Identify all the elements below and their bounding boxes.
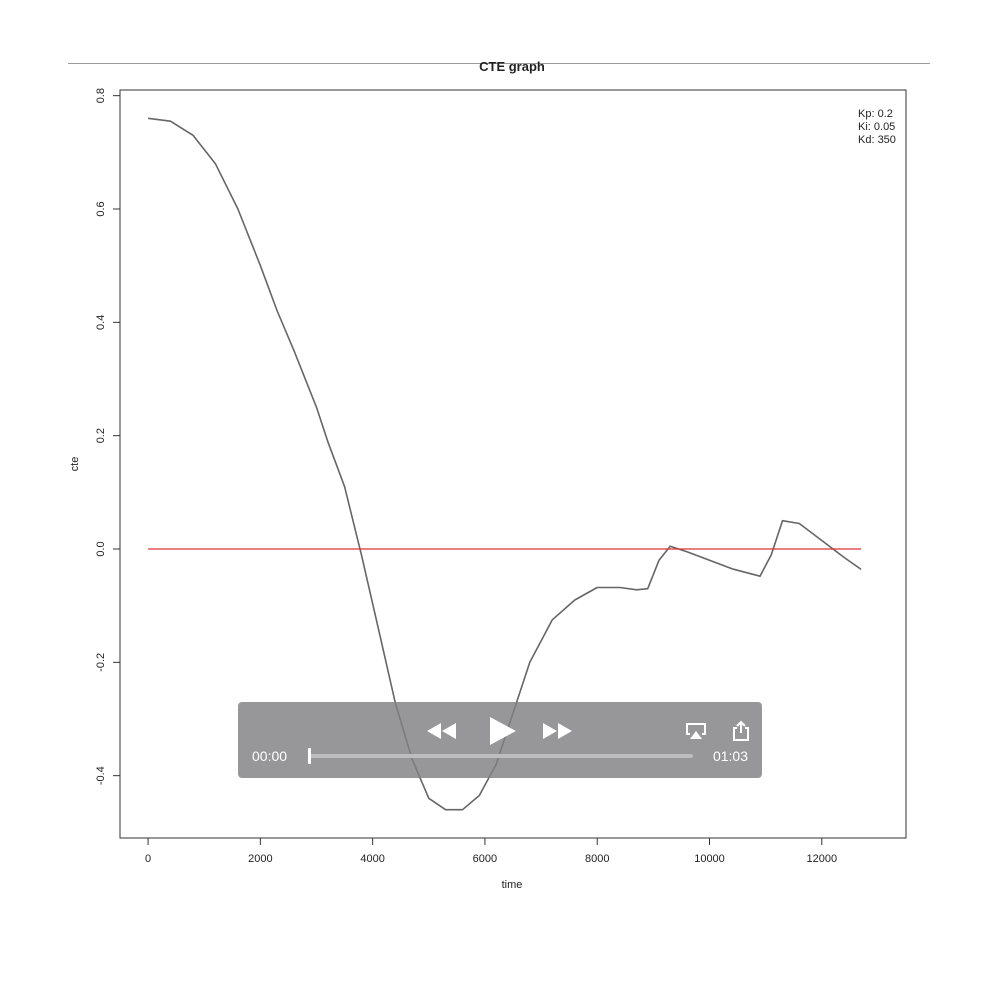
airplay-button[interactable] [685,722,707,740]
fast-forward-icon [543,723,572,739]
y-tick-label: 0.6 [95,201,107,216]
total-time: 01:03 [712,748,748,764]
share-icon [733,720,749,741]
top-divider [68,63,930,64]
y-tick-label: -0.4 [95,766,107,785]
x-tick-label: 6000 [473,853,497,865]
scrubber-handle[interactable] [308,748,311,764]
y-tick-label: 0.4 [95,315,107,330]
x-tick-label: 10000 [694,853,725,865]
fast-forward-button[interactable] [542,720,574,742]
x-axis-label: time [502,879,523,891]
play-icon [490,717,516,745]
x-tick-label: 0 [145,853,151,865]
x-tick-label: 4000 [360,853,384,865]
y-tick-label: 0.2 [95,428,107,443]
y-tick-label: 0.8 [95,88,107,103]
play-button[interactable] [488,716,518,746]
video-controls: 00:00 01:03 [238,702,762,778]
y-tick-label: -0.2 [95,653,107,672]
rewind-icon [427,723,456,739]
legend-entry: Kp: 0.2 [858,108,893,120]
legend-entry: Ki: 0.05 [858,121,895,133]
share-button[interactable] [732,720,750,742]
scrubber-track[interactable] [308,748,693,764]
x-axis: 0 2000 4000 6000 8000 10000 12000 [145,838,837,865]
current-time: 00:00 [252,748,288,764]
x-tick-label: 12000 [806,853,837,865]
x-tick-label: 2000 [248,853,272,865]
y-axis-label: cte [69,457,81,472]
y-tick-label: 0.0 [95,541,107,556]
y-axis: -0.4 -0.2 0.0 0.2 0.4 0.6 0.8 [95,88,120,785]
plot-frame [119,89,907,839]
rewind-button[interactable] [426,720,458,742]
x-tick-label: 8000 [585,853,609,865]
airplay-icon [686,723,706,739]
legend-entry: Kd: 350 [858,134,896,146]
chart-title: CTE graph [479,59,545,74]
